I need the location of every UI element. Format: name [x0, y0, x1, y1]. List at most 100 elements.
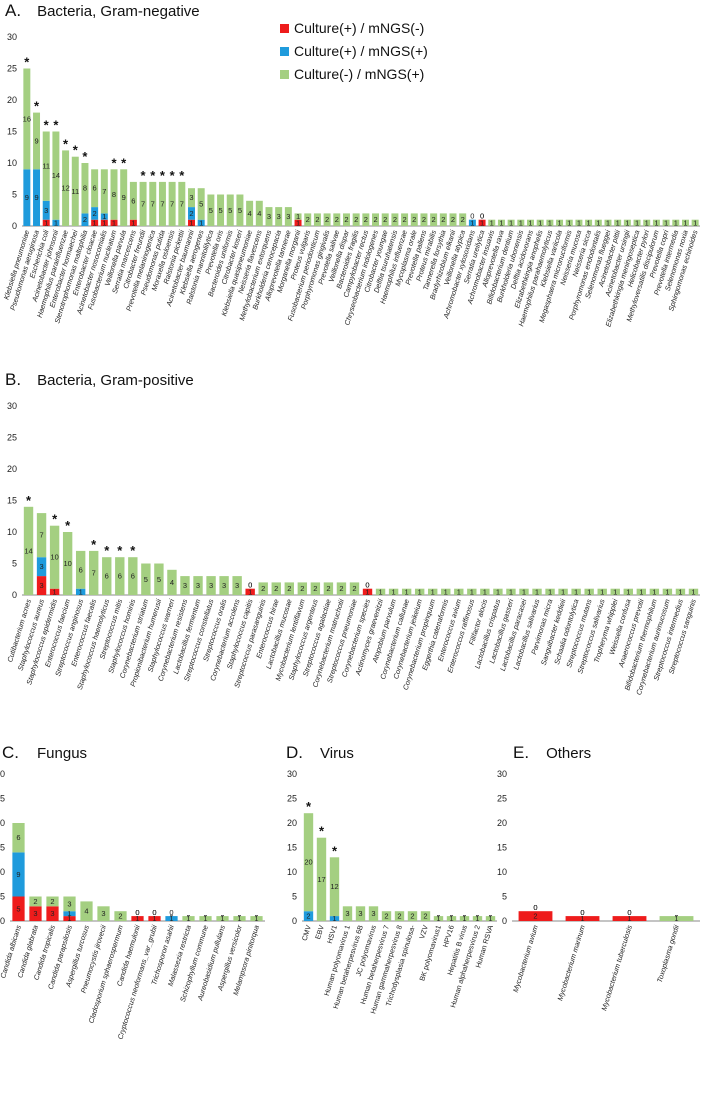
significance-asterisk: * — [82, 149, 88, 164]
bar-blue-label: 2 — [189, 209, 193, 218]
bar-green-label: 6 — [131, 572, 135, 581]
panel-D-ytick: 10 — [287, 867, 297, 877]
bar-green — [168, 181, 176, 226]
bar-green-label: 1 — [488, 914, 492, 923]
bar-blue-label: 2 — [93, 209, 97, 218]
bar-red — [12, 896, 25, 921]
bar-red — [29, 906, 42, 921]
bar-green-label: 1 — [509, 587, 513, 596]
panel-C-ytick: 30 — [0, 769, 5, 779]
panel-E-ytick: 15 — [497, 843, 507, 853]
significance-asterisk: * — [104, 543, 110, 558]
bar-blue — [165, 916, 178, 921]
bar-green-label: 2 — [412, 215, 416, 224]
bar-green — [446, 916, 457, 921]
bar-green — [368, 906, 379, 921]
bar-green — [206, 576, 216, 595]
bar-green — [193, 576, 203, 595]
bar-green-label: 16 — [23, 114, 31, 123]
bar-green — [675, 588, 686, 595]
bar-green-label: 1 — [528, 218, 532, 227]
bar-green-label: 4 — [257, 209, 261, 218]
bar-blue — [197, 219, 205, 226]
bar-green — [623, 588, 633, 595]
bar-green — [114, 911, 127, 921]
bar-blue — [91, 207, 99, 220]
significance-asterisk: * — [319, 824, 325, 839]
bar-green-label: 2 — [33, 897, 37, 906]
bar-green-label: 1 — [431, 587, 435, 596]
bar-green — [167, 569, 177, 595]
bar-green-label: 2 — [451, 215, 455, 224]
bar-green — [388, 588, 399, 595]
bar-green-label: 1 — [654, 218, 658, 227]
significance-asterisk: * — [91, 537, 97, 552]
panel-C-ytick: 25 — [0, 794, 5, 804]
bar-blue-label: 1 — [79, 587, 83, 596]
bar-green-label: 2 — [354, 215, 358, 224]
bar-green-zero-label: 0 — [627, 908, 631, 917]
bar-green-label: 4 — [170, 578, 174, 587]
bar-blue — [100, 213, 108, 220]
bar-green — [439, 213, 447, 226]
legend-label-blue: Culture(+) / mNGS(+) — [294, 43, 428, 59]
bar-green — [158, 181, 166, 226]
panel-B-ytick: 30 — [7, 401, 17, 411]
bar-green-label: 1 — [587, 218, 591, 227]
significance-asterisk: * — [160, 168, 166, 183]
bar-green-label: 1 — [496, 587, 500, 596]
bar-green — [584, 588, 594, 595]
bar-green — [349, 582, 360, 595]
bar-green — [29, 896, 42, 907]
bar-green-label: 3 — [277, 212, 281, 221]
bar-green — [527, 219, 534, 226]
bar-green — [62, 532, 73, 595]
bar-green — [401, 213, 409, 226]
panel-D-letter: D. — [286, 743, 303, 762]
bar-blue — [303, 911, 314, 921]
bar-green-label: 2 — [364, 215, 368, 224]
bar-green-label: 3 — [209, 581, 213, 590]
bar-red — [245, 588, 255, 595]
bar-green-label: 2 — [422, 215, 426, 224]
bar-green — [336, 582, 347, 595]
bar-red — [46, 906, 59, 921]
bar-green — [46, 896, 59, 907]
legend-label-red: Culture(+) / mNGS(-) — [294, 20, 424, 36]
bar-green — [265, 207, 273, 226]
bar-green-label: 2 — [306, 215, 310, 224]
bar-red — [148, 916, 161, 921]
bar-red-label: 1 — [112, 218, 116, 227]
bar-green — [271, 582, 281, 595]
bar-green — [662, 219, 670, 226]
bar-green — [441, 588, 451, 595]
bar-green — [506, 588, 516, 595]
significance-asterisk: * — [150, 168, 156, 183]
bar-blue-label: 9 — [16, 870, 20, 879]
bar-green-label: 1 — [652, 587, 656, 596]
bar-red-label: 3 — [39, 581, 43, 590]
bar-green — [294, 213, 302, 220]
bar-green-label: 2 — [287, 584, 291, 593]
bar-red-label: 5 — [16, 904, 20, 913]
panel-B-letter: B. — [5, 370, 21, 389]
bar-green-label: 1 — [616, 218, 620, 227]
bar-green — [375, 588, 386, 595]
bar-blue — [42, 200, 50, 220]
bar-green — [381, 213, 389, 226]
significance-asterisk: * — [53, 118, 59, 133]
bar-green — [480, 588, 490, 595]
bar-green — [207, 194, 215, 226]
bar-green — [519, 588, 529, 595]
bar-green-label: 14 — [52, 171, 60, 180]
bar-green — [352, 213, 360, 226]
panel-A-ytick: 15 — [7, 127, 17, 137]
panel-D-ytick: 30 — [287, 769, 297, 779]
bar-green — [199, 916, 212, 921]
bar-green — [154, 563, 164, 595]
bar-green-label: 1 — [378, 587, 382, 596]
bar-green-label: 2 — [344, 215, 348, 224]
bar-green — [558, 588, 568, 595]
bar-green-label: 1 — [613, 587, 617, 596]
bar-green — [102, 557, 112, 595]
